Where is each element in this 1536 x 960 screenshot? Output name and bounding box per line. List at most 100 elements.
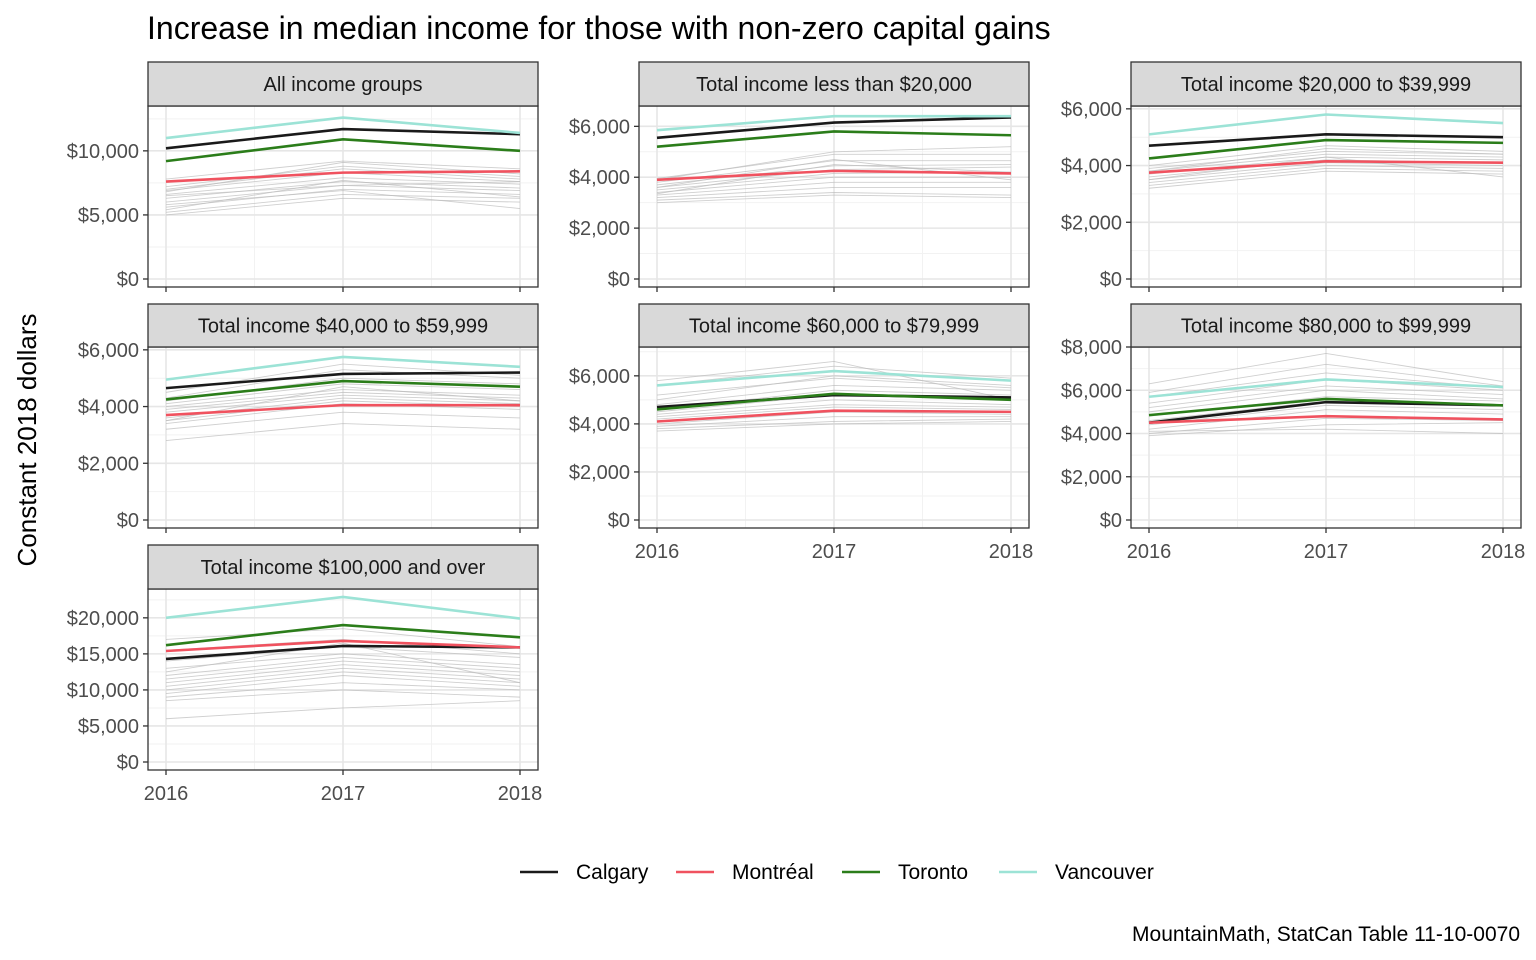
other-city-line [165,671,521,691]
other-city-line [656,416,1011,427]
x-tick-label: 2018 [1481,541,1526,563]
y-tick-label: $4,000 [569,414,630,436]
series-line-vancouver [656,369,1012,387]
other-city-line [656,404,1012,418]
y-tick-label: $2,000 [78,453,139,475]
other-city-line [656,194,1012,204]
y-tick-label: $0 [117,510,139,532]
panel-strip-title: Total income $40,000 to $59,999 [198,316,488,338]
other-city-line [165,179,521,211]
y-tick-label: $0 [1100,269,1122,291]
series-line-calgary [656,116,1012,140]
other-city-line [1148,372,1504,398]
other-city-line [1148,417,1504,434]
series-line-vancouver [1148,378,1504,399]
series-line-calgary [1148,133,1504,148]
x-tick-label: 2018 [498,783,543,805]
panel-strip-title: Total income $80,000 to $99,999 [1181,316,1471,338]
panel-5: Total income $60,000 to $79,999 $0 $2,000 $… [569,303,1034,563]
other-city-line [165,369,521,399]
panel-strip-title: All income groups [264,74,423,96]
legend-label-montreal: Montréal [732,861,814,884]
other-city-line [656,160,1011,183]
y-tick-label: $2,000 [1061,467,1122,489]
other-city-line [1148,363,1504,393]
other-city-line [656,365,1012,386]
other-city-line [165,628,521,648]
other-city-line [165,642,521,684]
series-line-vancouver [1148,113,1504,136]
x-tick-label: 2016 [635,541,680,563]
y-tick-label: $0 [608,269,630,291]
x-tick-label: 2016 [1127,541,1172,563]
other-city-line [1148,385,1504,408]
series-line-calgary [165,127,521,150]
other-city-line [1148,150,1504,169]
y-tick-label: $4,000 [569,167,630,189]
series-line-montreal [1148,414,1504,424]
chart-caption: MountainMath, StatCan Table 11-10-0070 [1132,923,1520,946]
y-tick-label: $6,000 [569,366,630,388]
series-line-toronto [165,138,521,163]
other-city-line [656,375,1012,401]
other-city-line [656,164,1012,195]
panel-strip-title: Total income less than $20,000 [696,74,972,96]
series-line-toronto [1148,397,1504,417]
series-line-toronto [1148,138,1504,160]
y-tick-label: $4,000 [78,397,139,419]
y-tick-label: $2,000 [569,462,630,484]
panel-strip [638,303,1030,348]
y-tick-label: $4,000 [1061,156,1122,178]
other-city-line [656,421,1012,432]
other-city-line [1148,162,1504,181]
y-tick-label: $10,000 [67,141,139,163]
other-city-line [165,188,521,208]
panel-strip [1130,303,1522,348]
series-line-calgary [165,371,521,390]
panel-strip [147,303,539,348]
y-tick-label: $0 [608,510,630,532]
y-tick-label: $2,000 [569,218,630,240]
other-city-line [165,161,521,193]
other-city-line [165,664,521,684]
other-city-line [1148,145,1504,167]
other-city-line [165,660,521,680]
y-tick-label: $8,000 [1061,337,1122,359]
other-city-line [1148,409,1504,430]
other-city-line [165,394,521,413]
other-city-line [165,160,521,180]
other-city-line [165,383,521,405]
y-tick-label: $20,000 [67,608,139,630]
other-city-line [165,181,521,197]
other-city-line [1148,170,1504,189]
y-tick-label: $6,000 [1061,380,1122,402]
series-line-montreal [165,170,521,183]
other-city-line [1148,422,1504,437]
other-city-line [1148,353,1504,385]
other-city-line [165,197,521,216]
series-line-toronto [165,623,521,647]
other-city-line [1148,148,1504,172]
series-line-montreal [165,639,521,653]
other-city-line [165,389,521,408]
other-city-line [165,386,521,422]
y-tick-label: $0 [117,752,139,774]
x-tick-label: 2018 [989,541,1034,563]
other-city-line [165,675,521,694]
legend-label-toronto: Toronto [898,861,968,884]
other-city-line [1148,156,1504,181]
panel-1: All income groups $0 $5,000 $10,000 [67,61,539,292]
other-city-line [656,186,1011,199]
y-tick-label: $6,000 [78,340,139,362]
other-city-line [165,423,521,442]
panel-2: Total income less than $20,000 $0 $2,000 $4… [569,61,1030,292]
y-axis-label: Constant 2018 dollars [12,314,42,567]
other-city-line [656,176,1011,193]
other-city-line [165,403,521,425]
series-line-toronto [656,392,1012,411]
y-tick-label: $0 [1100,510,1122,532]
series-line-vancouver [165,355,521,381]
panel-strip [147,61,539,107]
